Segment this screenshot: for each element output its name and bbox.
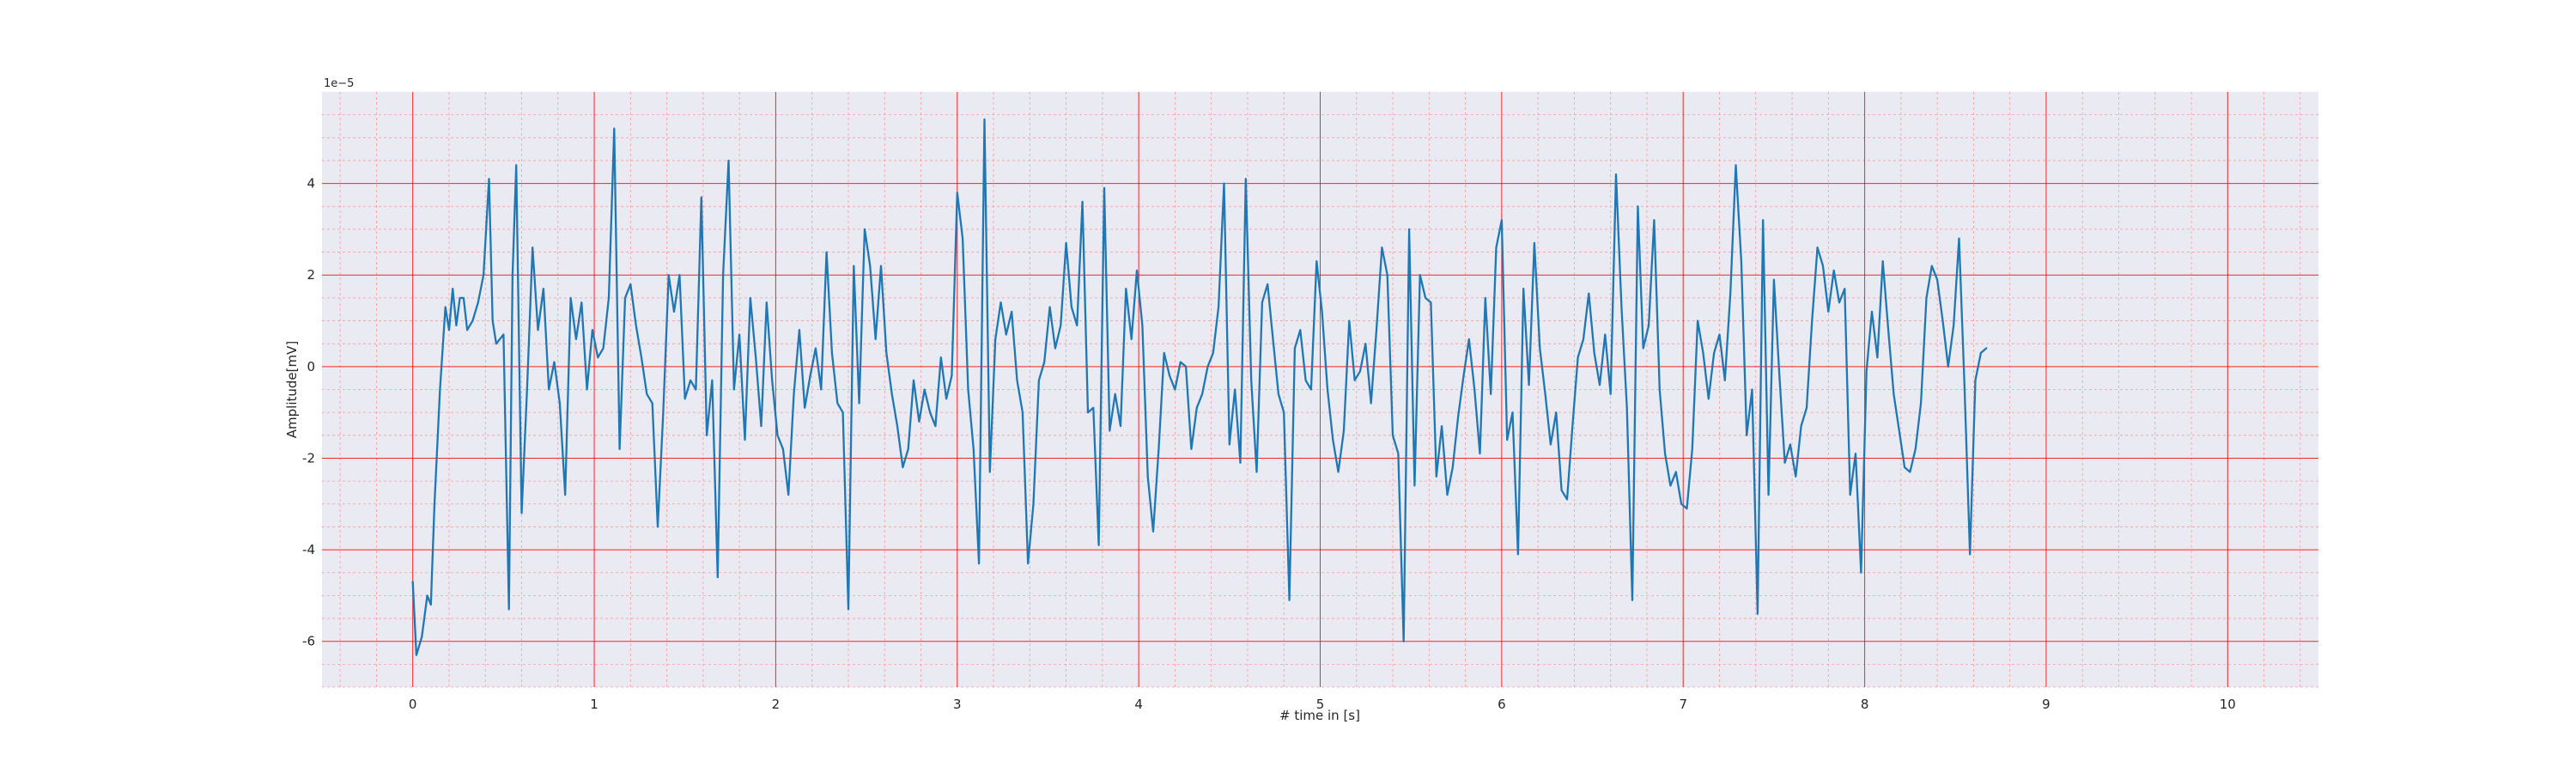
y-tick-label: 2 xyxy=(307,267,315,283)
x-tick-label: 7 xyxy=(1679,697,1687,712)
series-line xyxy=(411,118,1988,656)
x-tick-label: 4 xyxy=(1134,697,1143,712)
y-axis-label: Amplitude[mV] xyxy=(284,341,300,438)
y-tick-label: 4 xyxy=(307,176,315,192)
y-tick-label: -4 xyxy=(302,542,315,557)
x-tick-label: 8 xyxy=(1861,697,1869,712)
x-tick-label: 10 xyxy=(2220,697,2236,712)
x-axis-label: # time in [s] xyxy=(1279,708,1360,723)
x-tick-label: 3 xyxy=(953,697,962,712)
y-axis-ticks: -6 -4 -2 0 2 4 xyxy=(302,176,315,649)
minor-grid xyxy=(322,92,2318,688)
x-tick-label: 6 xyxy=(1498,697,1506,712)
y-scale-offset-label: 1e−5 xyxy=(324,77,354,90)
x-tick-label: 9 xyxy=(2042,697,2050,712)
y-tick-label: -6 xyxy=(302,634,315,649)
x-tick-label: 1 xyxy=(590,697,598,712)
x-tick-label: 5 xyxy=(1316,697,1325,712)
y-tick-label: 0 xyxy=(307,359,315,374)
x-tick-label: 0 xyxy=(409,697,417,712)
x-axis-ticks: 0 1 2 3 4 5 6 7 8 9 10 xyxy=(409,697,2236,712)
major-grid xyxy=(322,92,2318,687)
x-tick-label: 2 xyxy=(772,697,781,712)
y-tick-label: -2 xyxy=(302,450,315,466)
